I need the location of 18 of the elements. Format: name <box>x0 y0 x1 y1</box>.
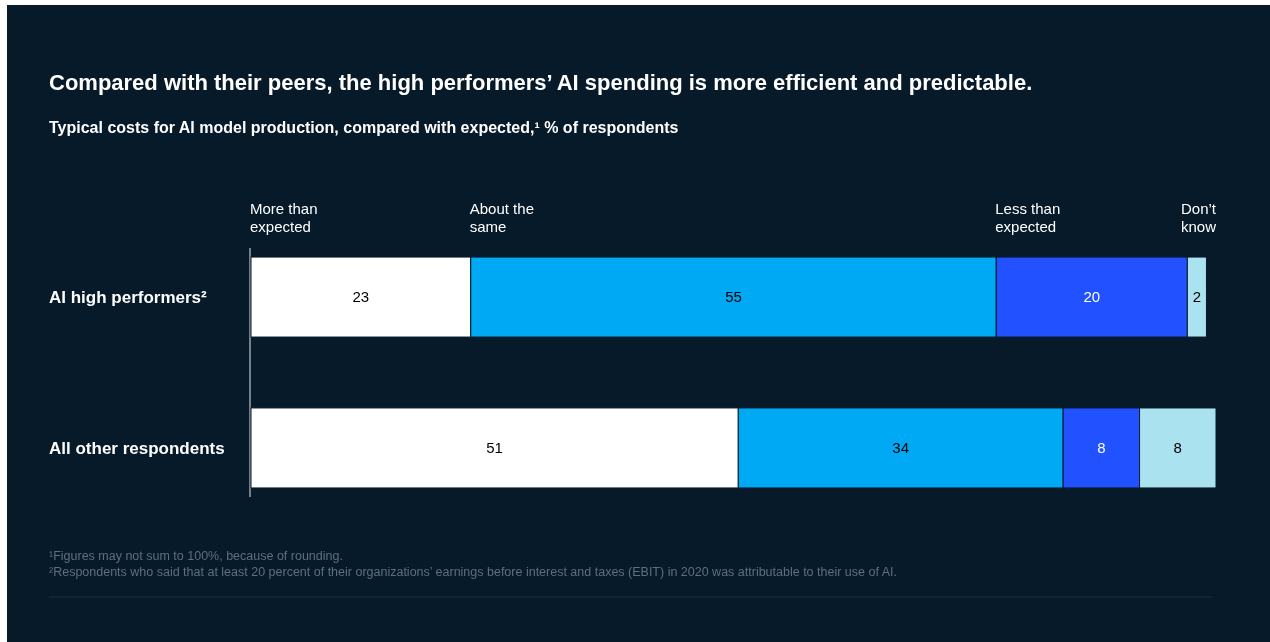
data-label: 20 <box>1083 288 1101 306</box>
data-label: 2 <box>1192 288 1202 306</box>
y-tick-label: All other respondents <box>49 438 225 458</box>
chart-subtitle: Typical costs for AI model production, compared with expected,¹ % of respondents <box>49 119 679 136</box>
chart-title: Compared with their peers, the high performers’ AI spending is more efficient and predictable. <box>49 70 1033 95</box>
y-tick-label: AI high performers² <box>49 288 208 307</box>
data-label: 55 <box>725 288 742 306</box>
text: ¹Figures may not sum to 100%, because of rounding. <box>49 549 343 563</box>
series-label: Less than expected <box>995 200 1061 235</box>
data-label: 8 <box>1097 439 1106 457</box>
series-label: Don’t know <box>1180 200 1217 235</box>
text: ²Respondents who said that at least 20 percent of their organizations’ earnings before interest and taxes (EBIT) in 2020 was attributable to their use of AI. <box>49 565 897 579</box>
data-label: 34 <box>892 439 910 457</box>
series-label: About the same <box>469 200 534 235</box>
series-label: More than expected <box>250 200 318 235</box>
data-label: 51 <box>486 439 503 457</box>
data-label: 8 <box>1173 439 1182 457</box>
data-label: 23 <box>352 288 370 306</box>
